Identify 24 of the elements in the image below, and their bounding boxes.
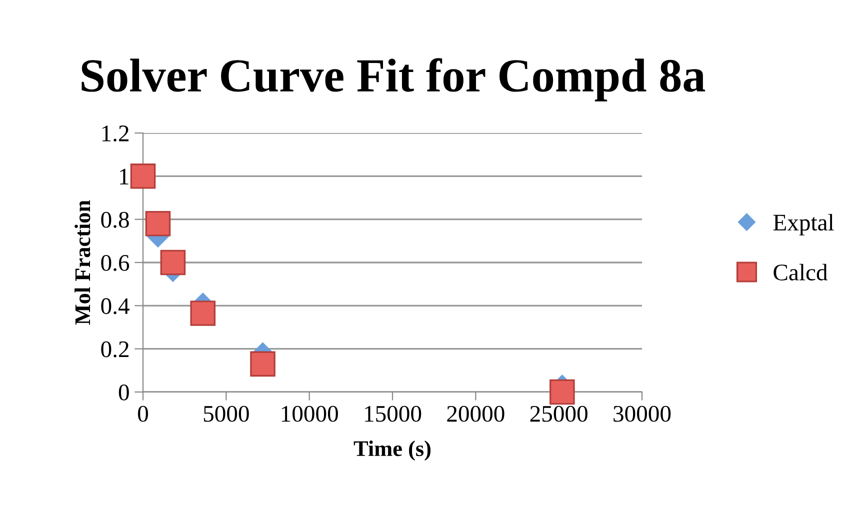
x-tick-label: 30000 (614, 406, 671, 422)
y-tick-label: 0 (118, 384, 129, 400)
x-tick-label: 25000 (530, 406, 588, 422)
legend-label: Exptal (773, 214, 834, 236)
point (145, 211, 171, 236)
y-tick-label: 0.8 (101, 212, 129, 228)
x-tick-label: 5000 (204, 406, 249, 422)
point (130, 164, 156, 189)
x-tick-label: 20000 (447, 406, 504, 422)
point (250, 351, 276, 377)
y-tick-label: 1.2 (102, 126, 129, 142)
y-tick-label: 0.2 (101, 341, 129, 358)
y-axis-title: Mol Fraction (74, 200, 90, 325)
y-tick-label: 1 (120, 168, 128, 184)
point (160, 250, 186, 276)
x-tick-label: 10000 (282, 406, 338, 422)
legend-label: Calcd (774, 264, 828, 280)
x-tick-label: 15000 (365, 406, 422, 422)
x-axis-title: Time (s) (354, 440, 431, 461)
y-tick-label: 0.6 (101, 254, 130, 272)
x-tick-label: 0 (138, 406, 148, 422)
point (190, 300, 216, 326)
chart-title: Solver Curve Fit for Compd 8a (82, 58, 706, 102)
y-tick-label: 0.4 (101, 298, 130, 314)
